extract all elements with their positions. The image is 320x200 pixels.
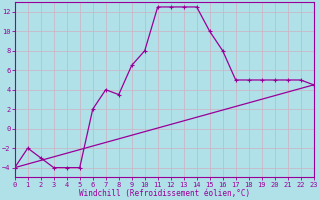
X-axis label: Windchill (Refroidissement éolien,°C): Windchill (Refroidissement éolien,°C) (79, 189, 250, 198)
